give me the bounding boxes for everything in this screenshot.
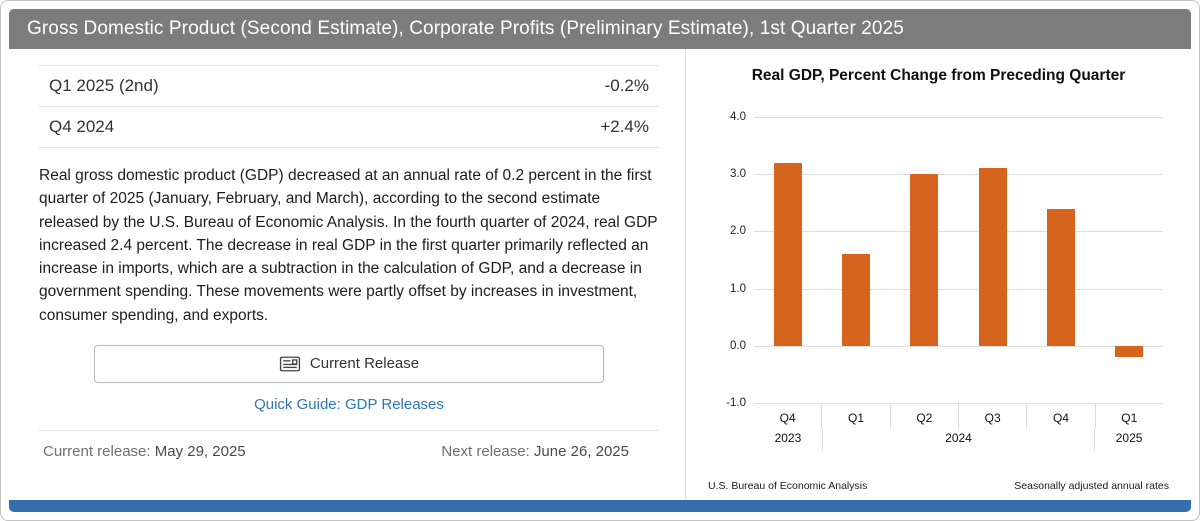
y-axis-tick: 2.0 <box>730 225 746 238</box>
divider <box>39 429 659 431</box>
chart-footer: U.S. Bureau of Economic Analysis Seasona… <box>706 476 1171 496</box>
card-content: Q1 2025 (2nd) -0.2% Q4 2024 +2.4% Real g… <box>9 49 1191 500</box>
chart-note: Seasonally adjusted annual rates <box>1014 480 1169 492</box>
x-axis-label: Q4 <box>779 411 796 425</box>
table-row: Q4 2024 +2.4% <box>39 107 659 148</box>
chart-title: Real GDP, Percent Change from Preceding … <box>751 67 1126 84</box>
chart-bar-q2-2 <box>910 174 939 346</box>
year-label: 2025 <box>1094 429 1163 451</box>
table-row: Q1 2025 (2nd) -0.2% <box>39 65 659 107</box>
chart-bar-q1-1 <box>842 254 871 346</box>
release-info: Current release: May 29, 2025 Next relea… <box>39 431 659 460</box>
release-description: Real gross domestic product (GDP) decrea… <box>39 167 658 324</box>
chart-plot: 4.0 3.0 2.0 1.0 0.0 -1.0 <box>726 111 1163 409</box>
y-axis-tick: 4.0 <box>730 111 746 123</box>
gridline <box>754 231 1163 233</box>
bottom-accent-bar <box>9 500 1191 512</box>
current-release-label: Current Release <box>309 355 420 373</box>
card-header: Gross Domestic Product (Second Estimate)… <box>9 9 1191 49</box>
chart-bar-q4-0 <box>774 162 803 346</box>
gridline <box>754 174 1163 176</box>
x-axis-years: 2023 2024 2025 <box>754 429 1163 451</box>
gridline <box>754 345 1163 347</box>
y-axis-tick: 3.0 <box>730 168 746 181</box>
chart-panel: Real GDP, Percent Change from Preceding … <box>685 49 1191 500</box>
x-axis-quarters: Q4 Q1 Q2 Q3 Q4 Q1 <box>754 403 1163 429</box>
x-axis-label: Q1 <box>821 404 889 429</box>
gridline <box>754 288 1163 290</box>
year-label: 2024 <box>821 429 1094 451</box>
x-axis-label: Q2 <box>889 404 958 429</box>
chart-bar-q3-3 <box>978 168 1007 346</box>
row-label: Q4 2024 <box>49 117 115 136</box>
row-label: Q1 2025 (2nd) <box>49 76 159 95</box>
current-release-date: May 29, 2025 <box>154 442 246 460</box>
gridline <box>754 117 1163 118</box>
quick-guide-row: Quick Guide: GDP Releases <box>39 396 659 414</box>
x-axis-label: Q4 <box>1026 404 1094 429</box>
next-release-info: Next release: June 26, 2025 <box>441 443 629 460</box>
button-row: Current Release <box>39 344 659 383</box>
current-release-button[interactable]: Current Release <box>94 344 604 383</box>
y-axis-tick: -1.0 <box>726 397 746 409</box>
year-label: 2023 <box>774 431 802 445</box>
current-release-info-label: Current release: <box>43 442 151 460</box>
next-release-info-label: Next release: <box>441 442 530 460</box>
y-axis-tick: 0.0 <box>730 339 746 352</box>
x-axis-label: Q3 <box>957 404 1026 429</box>
current-release-info: Current release: May 29, 2025 <box>43 443 246 460</box>
summary-panel: Q1 2025 (2nd) -0.2% Q4 2024 +2.4% Real g… <box>9 49 685 500</box>
quick-guide-link[interactable]: Quick Guide: GDP Releases <box>254 395 444 413</box>
chart-bar-q4-4 <box>1046 208 1075 346</box>
gridline <box>754 403 1163 404</box>
card-title: Gross Domestic Product (Second Estimate)… <box>27 18 904 39</box>
next-release-date: June 26, 2025 <box>533 442 629 460</box>
chart-source: U.S. Bureau of Economic Analysis <box>708 480 868 492</box>
summary-table: Q1 2025 (2nd) -0.2% Q4 2024 +2.4% <box>39 65 659 148</box>
chart-bar-q1-5 <box>1114 345 1143 358</box>
y-axis-tick: 1.0 <box>730 282 746 295</box>
row-value: +2.4% <box>600 117 649 136</box>
newspaper-icon <box>279 355 301 373</box>
x-axis-label: Q1 <box>1094 404 1163 429</box>
row-value: -0.2% <box>604 76 649 95</box>
